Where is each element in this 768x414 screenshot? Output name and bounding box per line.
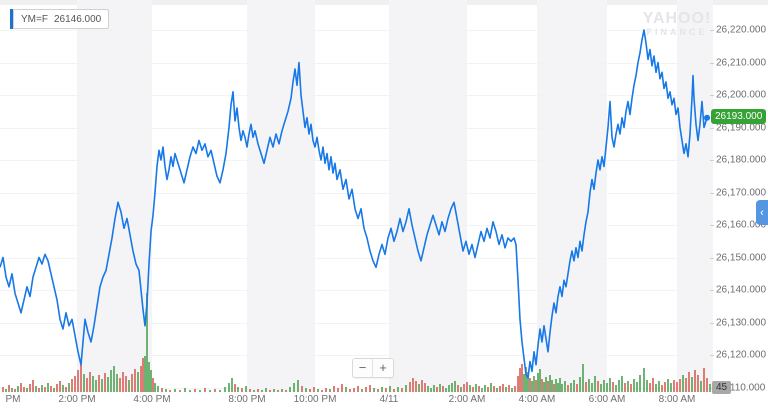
session-band bbox=[537, 0, 607, 392]
watermark-yahoo-text: YAHOO! bbox=[642, 10, 712, 27]
session-band bbox=[247, 0, 315, 392]
h-gridline bbox=[0, 160, 713, 161]
top-border-strip bbox=[0, 0, 768, 5]
x-axis-label: 2:00 PM bbox=[58, 394, 96, 405]
y-axis-tick bbox=[710, 127, 714, 129]
y-axis-tick bbox=[710, 30, 714, 31]
h-gridline bbox=[0, 225, 713, 226]
h-gridline bbox=[0, 30, 713, 31]
zoom-in-button[interactable]: + bbox=[373, 359, 393, 377]
y-axis-label: 26,180.000 bbox=[716, 154, 767, 166]
y-axis-tick bbox=[710, 355, 714, 356]
h-gridline bbox=[0, 257, 713, 259]
y-axis-label: 26,130.000 bbox=[716, 317, 767, 328]
y-axis-label: 26,200.000 bbox=[716, 89, 767, 101]
y-axis-label: 26,150.000 bbox=[716, 252, 767, 263]
h-gridline bbox=[0, 192, 713, 194]
h-gridline bbox=[0, 387, 713, 389]
y-axis-label: 26,170.000 bbox=[716, 187, 767, 198]
h-gridline bbox=[0, 290, 713, 291]
session-band bbox=[389, 0, 467, 392]
zoom-controls: − + bbox=[352, 358, 394, 378]
yahoo-finance-watermark: YAHOO! FINANCE bbox=[632, 11, 722, 38]
y-axis-label: 26,140.000 bbox=[716, 284, 767, 296]
x-axis-label: 8:00 AM bbox=[658, 394, 696, 405]
y-axis-tick bbox=[710, 192, 714, 194]
price-line bbox=[0, 29, 708, 379]
sidebar-collapse-chevron-icon[interactable]: ‹ bbox=[756, 200, 768, 225]
h-gridline bbox=[0, 322, 713, 324]
session-band bbox=[77, 0, 152, 392]
x-axis-label: 6:00 AM bbox=[588, 394, 626, 405]
countdown-badge: 45 bbox=[712, 381, 732, 394]
x-axis-label: 2:00 AM bbox=[448, 394, 486, 405]
session-band bbox=[677, 0, 713, 392]
y-axis-label: 26,160.000 bbox=[716, 219, 767, 231]
y-axis-tick bbox=[710, 257, 714, 259]
h-gridline bbox=[0, 62, 713, 64]
x-axis-label: 4:00 PM bbox=[133, 394, 171, 405]
legend-series-color-bar bbox=[10, 9, 13, 29]
y-axis-tick bbox=[710, 322, 714, 324]
y-axis-tick bbox=[710, 95, 714, 96]
h-gridline bbox=[0, 95, 713, 96]
watermark-finance-text: FINANCE bbox=[646, 27, 708, 37]
y-axis-tick bbox=[710, 160, 714, 161]
h-gridline bbox=[0, 127, 713, 129]
y-axis-tick bbox=[710, 62, 714, 64]
legend-box: YM=F 26146.000 bbox=[13, 9, 110, 29]
last-price-dot bbox=[704, 114, 710, 121]
y-axis-tick bbox=[710, 290, 714, 291]
y-axis-label: 26,190.000 bbox=[716, 122, 767, 133]
symbol-legend: YM=F 26146.000 bbox=[10, 9, 110, 29]
legend-value: 26146.000 bbox=[53, 13, 102, 25]
y-axis-label: 26,120.000 bbox=[716, 349, 767, 361]
x-axis-label: 4/11 bbox=[379, 394, 399, 405]
legend-symbol: YM=F bbox=[21, 13, 48, 25]
x-axis-label: 4:00 AM bbox=[518, 394, 556, 405]
y-axis-label: 26,220.000 bbox=[716, 24, 767, 36]
last-price-badge: 26193.000 bbox=[711, 109, 767, 124]
y-axis-tick bbox=[710, 225, 714, 226]
x-axis-label: PM bbox=[5, 394, 21, 405]
y-axis-label: 26,210.000 bbox=[716, 57, 767, 68]
h-gridline bbox=[0, 355, 713, 356]
x-axis-label: 8:00 PM bbox=[228, 394, 266, 405]
x-axis-label: 10:00 PM bbox=[293, 394, 337, 405]
volume-bars bbox=[2, 293, 711, 392]
y-axis-label: 26,110.000 bbox=[716, 382, 766, 393]
zoom-out-button[interactable]: − bbox=[353, 359, 373, 377]
